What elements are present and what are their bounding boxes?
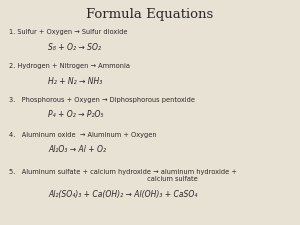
Text: 2. Hydrogen + Nitrogen → Ammonia: 2. Hydrogen + Nitrogen → Ammonia bbox=[9, 63, 130, 69]
Text: Al₂(SO₄)₃ + Ca(OH)₂ → Al(OH)₃ + CaSO₄: Al₂(SO₄)₃ + Ca(OH)₂ → Al(OH)₃ + CaSO₄ bbox=[48, 190, 197, 199]
Text: 1. Sulfur + Oxygen → Sulfur dioxide: 1. Sulfur + Oxygen → Sulfur dioxide bbox=[9, 29, 128, 35]
Text: P₄ + O₂ → P₂O₅: P₄ + O₂ → P₂O₅ bbox=[48, 110, 104, 119]
Text: 5.   Aluminum sulfate + calcium hydroxide → aluminum hydroxide +
               : 5. Aluminum sulfate + calcium hydroxide … bbox=[9, 169, 237, 182]
Text: H₂ + N₂ → NH₃: H₂ + N₂ → NH₃ bbox=[48, 76, 102, 86]
Text: S₈ + O₂ → SO₂: S₈ + O₂ → SO₂ bbox=[48, 43, 101, 52]
Text: 4.   Aluminum oxide  → Aluminum + Oxygen: 4. Aluminum oxide → Aluminum + Oxygen bbox=[9, 132, 157, 138]
Text: Formula Equations: Formula Equations bbox=[86, 8, 214, 21]
Text: Al₂O₃ → Al + O₂: Al₂O₃ → Al + O₂ bbox=[48, 145, 106, 154]
Text: 3.   Phosphorous + Oxygen → Diphosphorous pentoxide: 3. Phosphorous + Oxygen → Diphosphorous … bbox=[9, 97, 195, 103]
